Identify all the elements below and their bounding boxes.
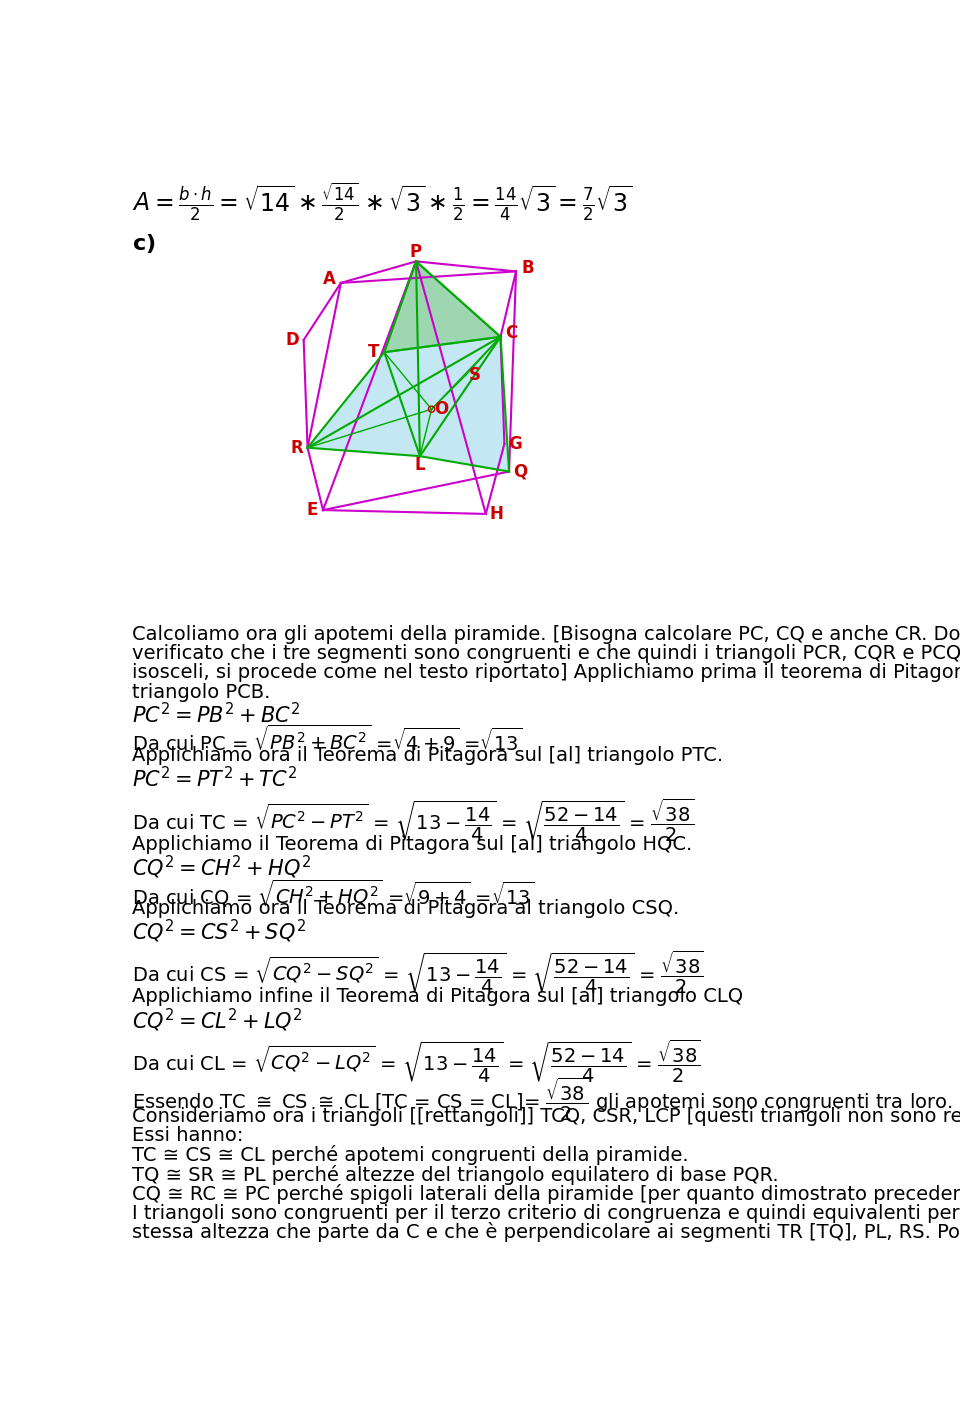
Text: Da cui TC = $\sqrt{PC^2 - PT^2}$ = $\sqrt{13 - \dfrac{14}{4}}$ = $\sqrt{\dfrac{5: Da cui TC = $\sqrt{PC^2 - PT^2}$ = $\sqr… (132, 797, 694, 843)
Text: $CQ^2 = CS^2 + SQ^2$: $CQ^2 = CS^2 + SQ^2$ (132, 918, 305, 945)
Text: I triangoli sono congruenti per il terzo criterio di congruenza e quindi equival: I triangoli sono congruenti per il terzo… (132, 1202, 960, 1224)
Text: isosceli, si procede come nel testo riportato] Applichiamo prima il teorema di P: isosceli, si procede come nel testo ripo… (132, 663, 960, 683)
Text: $PC^2 = PB^2 + BC^2$: $PC^2 = PB^2 + BC^2$ (132, 701, 300, 727)
Text: Da cui CS = $\sqrt{CQ^2 - SQ^2}$ = $\sqrt{13 - \dfrac{14}{4}}$ = $\sqrt{\dfrac{5: Da cui CS = $\sqrt{CQ^2 - SQ^2}$ = $\sqr… (132, 949, 704, 997)
Text: C: C (505, 324, 517, 342)
Text: triangolo PCB.: triangolo PCB. (132, 683, 270, 701)
Text: Essendo TC $\cong$ CS $\cong$ CL [TC = CS = CL]= $\dfrac{\sqrt{38}}{2}$ gli apot: Essendo TC $\cong$ CS $\cong$ CL [TC = C… (132, 1076, 952, 1124)
Text: S: S (468, 366, 481, 384)
Text: B: B (521, 259, 534, 276)
Text: O: O (434, 400, 448, 418)
Text: L: L (415, 456, 425, 474)
Text: G: G (509, 435, 522, 453)
Text: Da cui PC = $\sqrt{PB^2 + BC^2}$ =$\sqrt{4+9}$ =$\sqrt{13}$: Da cui PC = $\sqrt{PB^2 + BC^2}$ =$\sqrt… (132, 725, 522, 755)
Text: stessa altezza che parte da C e che è perpendicolare ai segmenti TR [TQ], PL, RS: stessa altezza che parte da C e che è pe… (132, 1222, 960, 1242)
Text: A: A (323, 270, 336, 289)
Text: Applichiamo ora il Teorema di Pitagora sul [al] triangolo PTC.: Applichiamo ora il Teorema di Pitagora s… (132, 746, 723, 766)
Text: T: T (368, 344, 379, 362)
Text: H: H (490, 505, 504, 522)
Text: R: R (290, 439, 303, 456)
Text: P: P (410, 244, 422, 260)
Text: $CQ^2 = CL^2 + LQ^2$: $CQ^2 = CL^2 + LQ^2$ (132, 1007, 302, 1033)
Text: CQ ≅ RC ≅ PC perché spigoli laterali della piramide [per quanto dimostrato prece: CQ ≅ RC ≅ PC perché spigoli laterali del… (132, 1184, 960, 1204)
Text: Da cui CQ = $\sqrt{CH^2 + HQ^2}$ =$\sqrt{9+4}$ =$\sqrt{13}$: Da cui CQ = $\sqrt{CH^2 + HQ^2}$ =$\sqrt… (132, 877, 534, 908)
Text: Applichiamo infine il Teorema di Pitagora sul [al] triangolo CLQ: Applichiamo infine il Teorema di Pitagor… (132, 987, 743, 1007)
Polygon shape (384, 262, 500, 352)
Text: Essi hanno:: Essi hanno: (132, 1126, 243, 1145)
Text: TC ≅ CS ≅ CL perché apotemi congruenti della piramide.: TC ≅ CS ≅ CL perché apotemi congruenti d… (132, 1145, 688, 1166)
Polygon shape (307, 262, 509, 472)
Text: Applichiamo il Teorema di Pitagora sul [al] triangolo HQC.: Applichiamo il Teorema di Pitagora sul [… (132, 835, 692, 855)
Text: Applichiamo ora il Teorema di Pitagora al triangolo CSQ.: Applichiamo ora il Teorema di Pitagora a… (132, 898, 679, 918)
Text: TQ ≅ SR ≅ PL perché altezze del triangolo equilatero di base PQR.: TQ ≅ SR ≅ PL perché altezze del triangol… (132, 1164, 779, 1184)
Text: E: E (306, 501, 318, 520)
Text: Calcoliamo ora gli apotemi della piramide. [Bisogna calcolare PC, CQ e anche CR.: Calcoliamo ora gli apotemi della piramid… (132, 625, 960, 643)
Text: $A = \frac{b \cdot h}{2} = \sqrt{14} \ast \frac{\sqrt{14}}{2} \ast \sqrt{3} \ast: $A = \frac{b \cdot h}{2} = \sqrt{14} \as… (132, 180, 632, 222)
Text: Da cui CL = $\sqrt{CQ^2 - LQ^2}$ = $\sqrt{13 - \dfrac{14}{4}}$ = $\sqrt{\dfrac{5: Da cui CL = $\sqrt{CQ^2 - LQ^2}$ = $\sqr… (132, 1038, 701, 1086)
Text: $CQ^2 = CH^2 + HQ^2$: $CQ^2 = CH^2 + HQ^2$ (132, 855, 311, 881)
Text: D: D (286, 331, 300, 349)
Text: $\mathbf{c)}$: $\mathbf{c)}$ (132, 232, 156, 255)
Text: verificato che i tre segmenti sono congruenti e che quindi i triangoli PCR, CQR : verificato che i tre segmenti sono congr… (132, 643, 960, 663)
Text: Q: Q (513, 463, 527, 480)
Text: Consideriamo ora i triangoli [[rettangoli]] TCQ, CSR, LCP [questi triangoli non : Consideriamo ora i triangoli [[rettangol… (132, 1107, 960, 1126)
Text: $PC^2 = PT^2 + TC^2$: $PC^2 = PT^2 + TC^2$ (132, 766, 297, 791)
